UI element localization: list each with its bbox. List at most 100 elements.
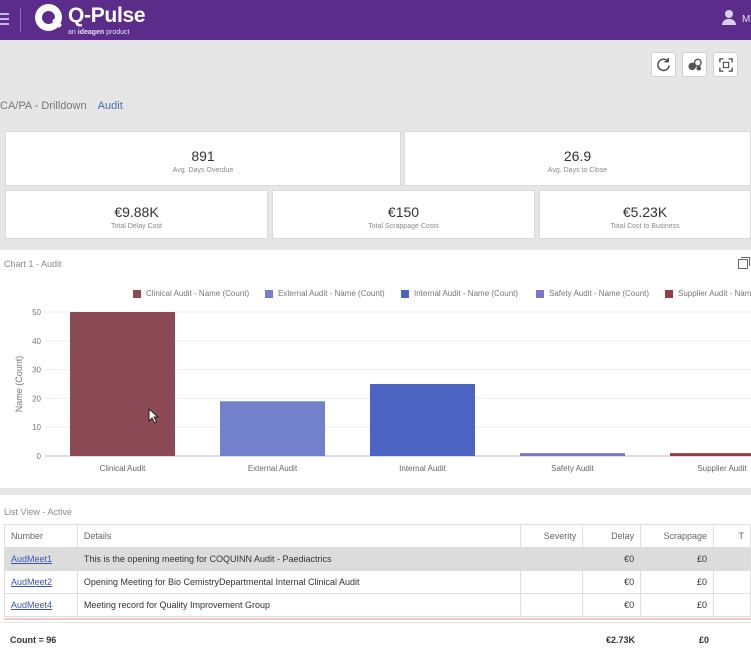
table-row[interactable]: AudMeet4 Meeting record for Quality Impr…: [4, 593, 751, 617]
column-header-delay[interactable]: Delay: [582, 524, 642, 548]
y-tick-label: 50: [32, 308, 41, 317]
column-header-scrappage[interactable]: Scrappage: [640, 524, 715, 548]
row-delay: €0: [582, 547, 642, 571]
row-t: [713, 547, 751, 571]
row-severity: [520, 593, 584, 617]
column-header-details[interactable]: Details: [76, 524, 522, 548]
legend-item-external[interactable]: External Audit - Name (Count): [265, 289, 385, 298]
header-divider: [20, 8, 21, 32]
chart-title: Chart 1 - Audit: [4, 259, 62, 269]
column-header-t[interactable]: T: [713, 524, 751, 548]
legend-swatch: [133, 289, 141, 298]
legend-item-safety[interactable]: Safety Audit - Name (Count): [536, 289, 649, 298]
bar-external-audit: [220, 401, 325, 456]
row-number-link[interactable]: AudMeet1: [11, 554, 53, 564]
cursor-icon: [148, 408, 160, 424]
list-panel: List View - Active Number Details Severi…: [0, 495, 751, 654]
column-header-number[interactable]: Number: [4, 524, 78, 548]
row-t: [713, 570, 751, 594]
row-details: Meeting record for Quality Improvement G…: [76, 593, 522, 617]
kpi-value: €9.88K: [114, 204, 159, 220]
row-scrappage: £0: [640, 593, 715, 617]
y-tick-label: 30: [32, 366, 41, 375]
q-pulse-logo[interactable]: Q-Pulse an ideagen product: [35, 4, 146, 36]
breadcrumb-item-drilldown[interactable]: CA/PA - Drilldown: [0, 100, 87, 112]
refresh-button[interactable]: [651, 52, 676, 77]
row-details: This is the opening meeting for COQUINN …: [76, 547, 522, 571]
x-tick-label: Supplier Audit: [697, 464, 747, 473]
footer-scrappage-total: £0: [699, 635, 710, 645]
y-tick-label: 10: [32, 423, 41, 432]
row-number-link[interactable]: AudMeet4: [11, 600, 53, 610]
bar-clinical-audit: [70, 312, 175, 456]
kpi-label: Avg. Days Overdue: [172, 167, 234, 174]
kpi-value: 26.9: [563, 148, 592, 164]
row-number-link[interactable]: AudMeet2: [11, 577, 53, 587]
logo-subtitle: an ideagen product: [68, 29, 130, 36]
bar-safety-audit: [520, 453, 625, 456]
kpi-total-scrappage-costs: €150 Total Scrappage Costs: [272, 190, 535, 239]
y-tick-label: 20: [32, 394, 41, 403]
row-t: [713, 593, 751, 617]
kpi-value: €5.23K: [622, 204, 668, 220]
table-bottom-accent: [4, 618, 751, 620]
bar-supplier-audit: [670, 453, 751, 456]
chart-panel: Chart 1 - Audit Clinical Audit - Name (C…: [0, 250, 751, 488]
legend-swatch: [265, 289, 273, 298]
kpi-avg-days-to-close: 26.9 Avg. Days to Close: [404, 131, 751, 186]
row-severity: [520, 547, 584, 571]
kpi-label: Total Delay Cost: [111, 223, 162, 230]
x-tick-label: Internal Audit: [399, 464, 446, 473]
list-table: Number Details Severity Delay Scrappage …: [4, 524, 751, 617]
user-name[interactable]: M: [742, 14, 751, 25]
row-scrappage: £0: [640, 570, 715, 594]
kpi-avg-days-overdue: 891 Avg. Days Overdue: [5, 131, 401, 186]
breadcrumb-item-audit[interactable]: Audit: [97, 100, 123, 112]
list-title: List View - Active: [4, 507, 72, 517]
legend-swatch: [536, 289, 544, 298]
top-bar: Q-Pulse an ideagen product M: [0, 0, 751, 40]
kpi-total-delay-cost: €9.88K Total Delay Cost: [5, 190, 268, 239]
breadcrumb: CA/PA - Drilldown Audit: [0, 100, 123, 112]
row-details: Opening Meeting for Bio CemistryDepartme…: [76, 570, 522, 594]
y-tick-label: 0: [37, 452, 42, 461]
app-name: Q-Pulse: [68, 4, 146, 27]
y-tick-label: 40: [32, 337, 41, 346]
legend-swatch: [665, 289, 673, 298]
x-tick-label: Clinical Audit: [100, 464, 147, 473]
kpi-label: Avg. Days to Close: [547, 167, 608, 174]
refresh-icon: [657, 57, 670, 72]
table-header-row: Number Details Severity Delay Scrappage …: [4, 524, 751, 548]
filter-icon: [687, 58, 702, 71]
bar-internal-audit: [370, 384, 475, 456]
y-axis-label: Name (Count): [14, 356, 24, 413]
bar-chart: 0 10 20 30 40 50 Name (Count) Clinical Audit Ext…: [14, 308, 751, 473]
fullscreen-icon: [718, 57, 733, 72]
legend-item-internal[interactable]: Internal Audit - Name (Count): [401, 289, 518, 298]
filter-button[interactable]: [682, 52, 707, 77]
user-icon[interactable]: [722, 10, 736, 26]
kpi-total-cost-to-business: €5.23K Total Cost to Business: [539, 190, 751, 239]
legend-item-supplier[interactable]: Supplier Audit - Name (Count): [665, 289, 751, 298]
menu-icon[interactable]: [0, 13, 9, 25]
table-row[interactable]: AudMeet2 Opening Meeting for Bio Cemistr…: [4, 570, 751, 594]
column-header-severity[interactable]: Severity: [520, 524, 584, 548]
footer-count: Count = 96: [10, 635, 57, 645]
kpi-label: Total Cost to Business: [610, 223, 680, 230]
legend-swatch: [401, 289, 409, 298]
list-footer: Count = 96 €2.73K £0: [0, 622, 751, 654]
legend-item-clinical[interactable]: Clinical Audit - Name (Count): [133, 289, 249, 298]
row-scrappage: £0: [640, 547, 715, 571]
kpi-value: €150: [387, 204, 420, 220]
footer-delay-total: €2.73K: [606, 635, 636, 645]
fullscreen-button[interactable]: [713, 52, 738, 77]
kpi-label: Total Scrappage Costs: [368, 223, 439, 230]
x-tick-label: External Audit: [248, 464, 298, 473]
table-row[interactable]: AudMeet1 This is the opening meeting for…: [4, 547, 751, 571]
row-delay: €0: [582, 593, 642, 617]
row-severity: [520, 570, 584, 594]
q-pulse-logo-icon: [35, 4, 62, 31]
kpi-value: 891: [191, 148, 215, 164]
expand-icon[interactable]: [738, 257, 750, 269]
row-delay: €0: [582, 570, 642, 594]
